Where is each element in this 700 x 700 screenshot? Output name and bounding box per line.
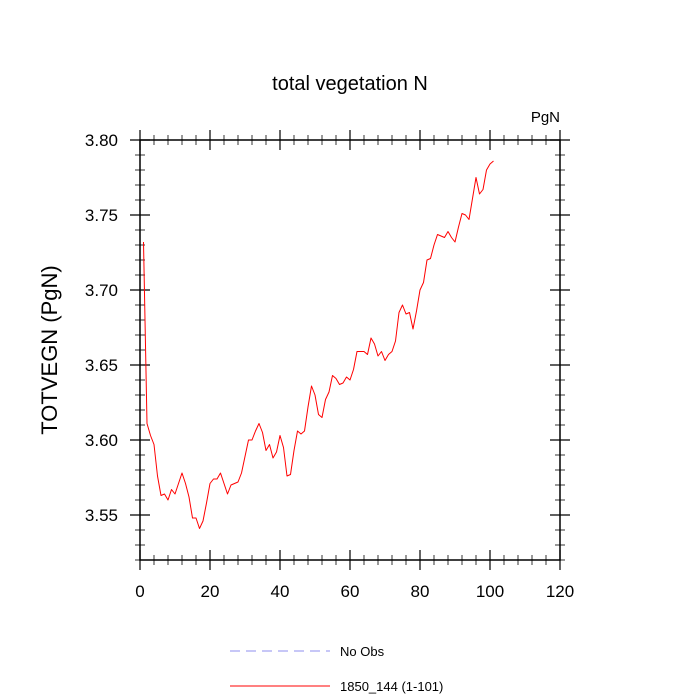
series-group [143, 160, 494, 529]
chart-title: total vegetation N [272, 73, 428, 95]
y-tick-label: 3.70 [85, 281, 118, 300]
y-axis-label: TOTVEGN (PgN) [37, 265, 62, 435]
y-tick-label: 3.60 [85, 431, 118, 450]
legend-label: 1850_144 (1-101) [340, 679, 443, 694]
y-tick-label: 3.65 [85, 356, 118, 375]
axis-ticks [130, 130, 570, 570]
units-label: PgN [531, 109, 560, 126]
x-tick-label: 20 [201, 582, 220, 601]
x-tick-label: 120 [546, 582, 574, 601]
y-tick-label: 3.80 [85, 131, 118, 150]
legend-label: No Obs [340, 644, 385, 659]
tick-labels: 0 20 40 60 80 100 120 3.55 3.60 3.65 3.70 3.75 3.80 [85, 131, 574, 601]
x-tick-label: 100 [476, 582, 504, 601]
legend: No Obs 1850_144 (1-101) [230, 644, 443, 694]
plot-frame [139, 139, 561, 561]
x-tick-label: 80 [411, 582, 430, 601]
x-tick-label: 0 [135, 582, 144, 601]
series-line [143, 160, 494, 529]
x-tick-label: 40 [271, 582, 290, 601]
y-tick-label: 3.55 [85, 506, 118, 525]
y-tick-label: 3.75 [85, 206, 118, 225]
x-tick-label: 60 [341, 582, 360, 601]
